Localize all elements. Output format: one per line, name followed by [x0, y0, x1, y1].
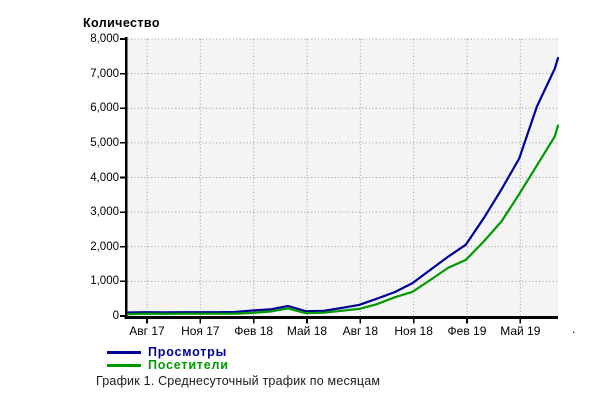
y-axis-label: 6,000	[90, 102, 119, 115]
legend-line-swatch	[107, 364, 141, 367]
x-axis-tick	[466, 319, 468, 324]
legend: Просмотры Посетители	[107, 346, 229, 372]
x-axis-tick	[306, 319, 308, 324]
y-axis-tick	[120, 315, 125, 317]
legend-line-swatch	[107, 351, 141, 354]
y-axis-label: 2,000	[90, 240, 119, 253]
x-axis-label: Май 19	[500, 324, 541, 338]
x-axis-label: Фев 18	[234, 324, 274, 338]
y-axis-label: 3,000	[90, 206, 119, 219]
x-axis-tick	[359, 319, 362, 324]
y-axis-tick	[120, 211, 125, 213]
x-axis-tick	[412, 319, 415, 324]
y-axis-tick	[120, 176, 125, 179]
y-axis-tick	[120, 72, 125, 75]
y-axis-labels: 0 1,000 2,000 3,000 4,000 5,000 6,000 7,000 8,00…	[55, 0, 119, 340]
y-axis-label: 4,000	[90, 171, 119, 184]
legend-item: Просмотры	[107, 346, 229, 359]
chart-caption: График 1. Среднесуточный трафик по месяц…	[96, 374, 381, 388]
series-line-visitors	[126, 124, 560, 316]
y-axis-tick	[120, 280, 125, 283]
y-axis-label: 0	[112, 310, 119, 322]
y-axis-line	[125, 37, 128, 319]
y-axis-label: 7,000	[90, 67, 119, 80]
y-axis-tick	[120, 107, 125, 110]
y-axis-tick	[120, 245, 125, 248]
x-axis-label: Фев 19	[447, 324, 487, 338]
legend-label: Посетители	[148, 358, 229, 372]
y-axis-label: 5,000	[90, 136, 119, 149]
legend-item: Посетители	[107, 359, 229, 372]
y-axis-label: 1,000	[90, 275, 119, 288]
x-axis-label: Авг 18	[342, 324, 379, 338]
y-axis-tick	[120, 38, 125, 40]
x-axis-tick	[252, 319, 255, 324]
x-axis-label: Ноя 18	[394, 324, 433, 338]
x-axis-tick	[519, 319, 522, 324]
x-axis-tick	[199, 319, 202, 324]
x-axis-label: Авг 17	[129, 324, 165, 338]
x-axis-label: Май 18	[286, 324, 328, 338]
y-axis-label: 8,000	[90, 33, 119, 45]
x-axis-line	[124, 316, 558, 319]
chart-title: Количество	[83, 16, 160, 30]
x-axis-clipped-label: .	[572, 322, 576, 336]
x-axis-tick	[146, 319, 148, 324]
legend-label: Просмотры	[148, 345, 228, 359]
series-line-views	[126, 56, 560, 314]
y-axis-tick	[120, 142, 125, 144]
x-axis-label: Ноя 17	[181, 324, 220, 338]
